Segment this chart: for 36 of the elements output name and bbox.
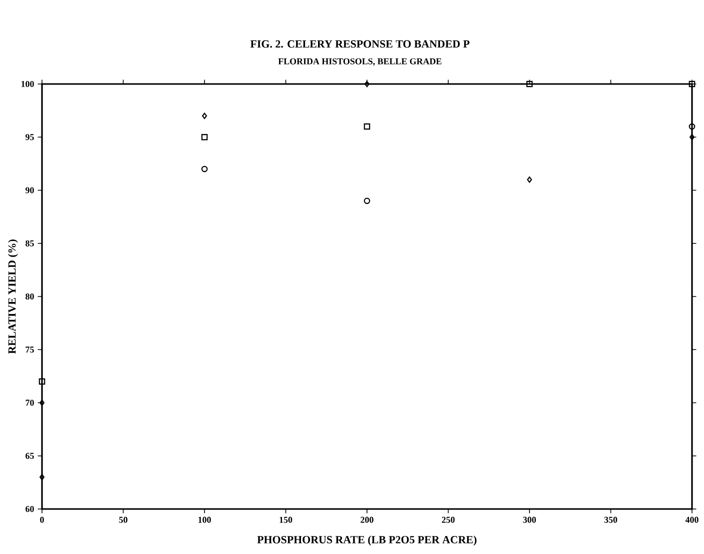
x-tick-label: 350 bbox=[604, 516, 618, 523]
point bbox=[38, 378, 46, 385]
y-tick-label: 70 bbox=[26, 400, 34, 406]
point bbox=[40, 400, 44, 406]
y-tick-label: 85 bbox=[26, 240, 34, 246]
point bbox=[201, 166, 208, 172]
x-tick-label: 100 bbox=[198, 516, 211, 523]
y-tick-label: 75 bbox=[26, 346, 34, 353]
y-tick-label: 100 bbox=[21, 80, 34, 88]
point bbox=[690, 134, 694, 140]
point bbox=[526, 80, 533, 88]
point bbox=[688, 80, 696, 88]
point bbox=[527, 176, 532, 183]
x-axis-title: PHOSPHORUS RATE (LB P2O5 PER ACRE) bbox=[257, 536, 476, 546]
point bbox=[364, 80, 370, 88]
x-tick-label: 250 bbox=[442, 516, 455, 523]
point bbox=[364, 198, 370, 204]
point bbox=[40, 474, 44, 480]
chart-title: FIG. 2. CELERY RESPONSE TO BANDED P bbox=[250, 40, 470, 48]
x-tick-label: 300 bbox=[523, 516, 536, 523]
point bbox=[688, 123, 696, 130]
y-tick-label: 65 bbox=[26, 452, 34, 459]
y-axis-title: RELATIVE YIELD (%) bbox=[8, 240, 18, 354]
y-tick-label: 60 bbox=[26, 506, 34, 512]
x-tick-label: 400 bbox=[685, 516, 698, 523]
x-tick-label: 200 bbox=[360, 516, 374, 523]
y-tick-label: 95 bbox=[26, 134, 34, 140]
x-tick-label: 150 bbox=[280, 516, 292, 523]
point bbox=[201, 134, 208, 140]
point bbox=[202, 112, 207, 120]
y-tick-label: 90 bbox=[26, 187, 34, 194]
y-tick-label: 80 bbox=[26, 293, 34, 300]
point bbox=[364, 123, 370, 130]
x-tick-label: 50 bbox=[119, 516, 128, 523]
chart-subtitle: FLORIDA HISTOSOLS, BELLE GRADE bbox=[278, 58, 442, 66]
x-tick-label: 0 bbox=[40, 516, 44, 523]
